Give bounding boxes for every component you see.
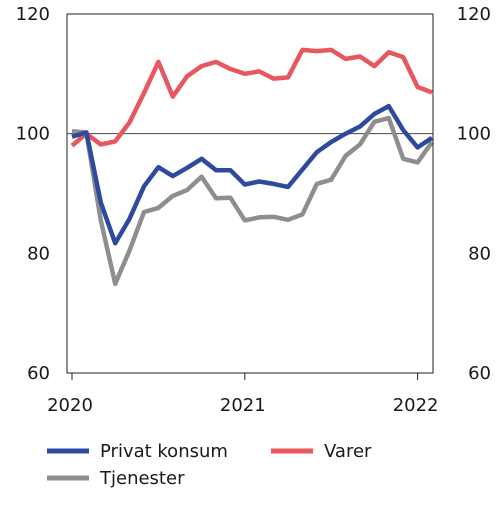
y-tick-left-100: 100 [16, 124, 50, 145]
x-tick-2020: 2020 [47, 395, 93, 416]
y-tick-left-120: 120 [16, 4, 50, 25]
series-layer [70, 47, 434, 287]
series-line-privat-konsum [71, 103, 434, 246]
series-line-varer [70, 47, 433, 148]
plot-frame [66, 13, 434, 374]
y-tick-left-60: 60 [27, 363, 50, 384]
legend-label-privat-konsum: Privat konsum [100, 441, 228, 462]
y-tick-right-120: 120 [457, 4, 491, 25]
x-tick-2022: 2022 [393, 395, 439, 416]
tick-layer: 60 60 80 80 100 100 120 120 2020 2021 2022 [16, 4, 491, 416]
legend-label-varer: Varer [324, 441, 372, 462]
y-tick-right-60: 60 [468, 363, 491, 384]
legend-label-tjenester: Tjenester [99, 468, 185, 489]
x-tick-2021: 2021 [220, 395, 266, 416]
legend: Privat konsum Varer Tjenester [47, 441, 372, 489]
y-tick-left-80: 80 [27, 243, 50, 264]
y-tick-right-80: 80 [468, 243, 491, 264]
y-tick-right-100: 100 [457, 124, 491, 145]
series-line-tjenester [71, 115, 434, 287]
